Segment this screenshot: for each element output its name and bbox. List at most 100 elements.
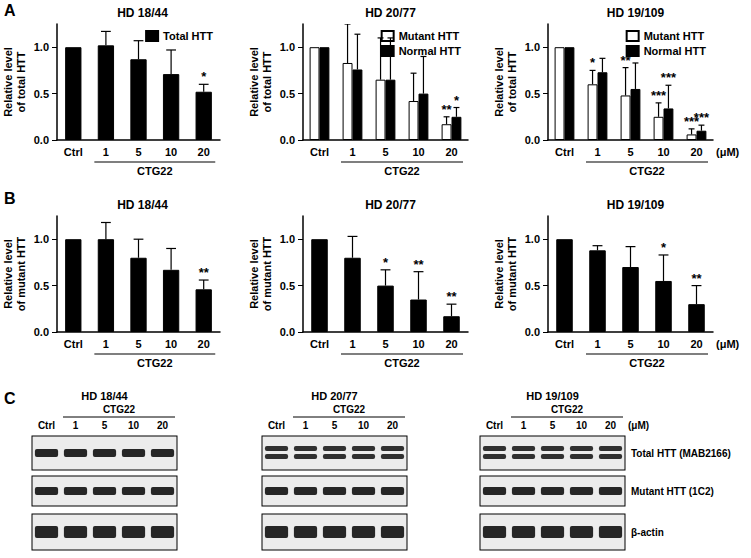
svg-text:20: 20 (157, 420, 169, 431)
svg-text:of total HTT: of total HTT (261, 51, 273, 112)
svg-text:1: 1 (349, 338, 355, 350)
svg-text:B: B (4, 190, 16, 207)
svg-text:Total HTT: Total HTT (163, 30, 213, 42)
svg-text:5: 5 (135, 338, 141, 350)
svg-text:Normal HTT: Normal HTT (644, 45, 707, 57)
svg-text:20: 20 (690, 338, 702, 350)
svg-text:5: 5 (382, 338, 388, 350)
svg-text:20: 20 (605, 420, 617, 431)
svg-text:1: 1 (103, 338, 109, 350)
svg-text:0.5: 0.5 (34, 88, 49, 100)
svg-text:0.5: 0.5 (280, 88, 295, 100)
svg-text:1: 1 (349, 146, 355, 158)
svg-text:CTG22: CTG22 (103, 404, 136, 415)
svg-text:***: *** (661, 70, 677, 85)
svg-text:of total HTT: of total HTT (15, 51, 27, 112)
svg-text:1: 1 (103, 146, 109, 158)
svg-text:1: 1 (594, 146, 600, 158)
svg-text:1.0: 1.0 (34, 233, 49, 245)
svg-text:Relative level: Relative level (493, 47, 505, 117)
svg-text:CTG22: CTG22 (629, 357, 664, 369)
svg-text:10: 10 (412, 146, 424, 158)
svg-text:0.5: 0.5 (525, 280, 540, 292)
svg-text:20: 20 (690, 146, 702, 158)
svg-text:1: 1 (303, 420, 309, 431)
svg-text:0.0: 0.0 (34, 326, 49, 338)
svg-text:of mutant HTT: of mutant HTT (15, 236, 27, 311)
svg-text:HD 18/44: HD 18/44 (117, 6, 168, 20)
svg-text:10: 10 (657, 338, 669, 350)
svg-text:10: 10 (358, 420, 370, 431)
svg-text:*: * (590, 55, 596, 70)
svg-text:HD 20/77: HD 20/77 (365, 198, 416, 212)
svg-text:0.5: 0.5 (34, 280, 49, 292)
svg-text:(μM): (μM) (628, 420, 649, 431)
svg-text:0.0: 0.0 (280, 134, 295, 146)
svg-text:Mutant HTT (1C2): Mutant HTT (1C2) (631, 486, 714, 497)
svg-text:Ctrl: Ctrl (64, 338, 83, 350)
svg-text:**: ** (620, 53, 631, 68)
svg-text:(μM): (μM) (716, 146, 740, 158)
svg-text:CTG22: CTG22 (137, 357, 172, 369)
svg-text:5: 5 (382, 146, 388, 158)
svg-text:Ctrl: Ctrl (555, 146, 574, 158)
svg-text:1.0: 1.0 (34, 41, 49, 53)
svg-text:CTG22: CTG22 (551, 404, 584, 415)
svg-text:*: * (201, 69, 207, 84)
svg-text:CTG22: CTG22 (384, 357, 419, 369)
svg-text:10: 10 (128, 420, 140, 431)
svg-text:Ctrl: Ctrl (486, 420, 503, 431)
svg-text:1: 1 (73, 420, 79, 431)
svg-text:CTG22: CTG22 (629, 165, 664, 177)
svg-text:Normal HTT: Normal HTT (399, 45, 462, 57)
svg-text:5: 5 (102, 420, 108, 431)
svg-text:**: ** (199, 265, 210, 280)
svg-text:Ctrl: Ctrl (64, 146, 83, 158)
svg-text:**: ** (413, 257, 424, 272)
svg-text:5: 5 (135, 146, 141, 158)
svg-text:0.0: 0.0 (525, 326, 540, 338)
svg-text:1.0: 1.0 (280, 233, 295, 245)
svg-text:Relative level: Relative level (493, 239, 505, 309)
svg-text:10: 10 (657, 146, 669, 158)
svg-text:Ctrl: Ctrl (38, 420, 55, 431)
svg-text:Relative level: Relative level (248, 47, 260, 117)
svg-text:**: ** (446, 289, 457, 304)
svg-text:of total HTT: of total HTT (506, 51, 518, 112)
svg-text:0.0: 0.0 (280, 326, 295, 338)
svg-text:10: 10 (165, 338, 177, 350)
svg-text:5: 5 (627, 338, 633, 350)
svg-text:Relative level: Relative level (2, 239, 14, 309)
svg-text:HD 18/44: HD 18/44 (81, 390, 128, 402)
svg-text:of mutant HTT: of mutant HTT (261, 236, 273, 311)
svg-text:20: 20 (198, 146, 210, 158)
svg-text:Ctrl: Ctrl (555, 338, 574, 350)
svg-text:C: C (4, 390, 16, 407)
svg-text:HD 19/109: HD 19/109 (607, 6, 665, 20)
svg-text:20: 20 (445, 146, 457, 158)
svg-text:1.0: 1.0 (525, 233, 540, 245)
svg-text:0.5: 0.5 (525, 88, 540, 100)
svg-text:HD 19/109: HD 19/109 (607, 198, 665, 212)
svg-text:1.0: 1.0 (280, 41, 295, 53)
svg-text:(μM): (μM) (716, 338, 740, 350)
svg-text:10: 10 (576, 420, 588, 431)
svg-text:***: *** (694, 110, 710, 125)
svg-text:HD 19/109: HD 19/109 (526, 390, 579, 402)
svg-text:Ctrl: Ctrl (310, 338, 329, 350)
svg-text:*: * (661, 240, 667, 255)
svg-text:Ctrl: Ctrl (310, 146, 329, 158)
svg-text:*: * (383, 255, 389, 270)
svg-text:0.0: 0.0 (525, 134, 540, 146)
svg-text:HD 20/77: HD 20/77 (365, 6, 416, 20)
svg-text:***: *** (651, 88, 667, 103)
svg-text:of mutant HTT: of mutant HTT (506, 236, 518, 311)
svg-text:10: 10 (165, 146, 177, 158)
svg-text:HD 20/77: HD 20/77 (311, 390, 357, 402)
svg-text:20: 20 (387, 420, 399, 431)
svg-text:CTG22: CTG22 (333, 404, 366, 415)
svg-text:Total HTT (MAB2166): Total HTT (MAB2166) (631, 448, 731, 459)
svg-text:*: * (454, 93, 460, 108)
svg-text:1.0: 1.0 (525, 41, 540, 53)
svg-text:Mutant HTT: Mutant HTT (399, 30, 460, 42)
